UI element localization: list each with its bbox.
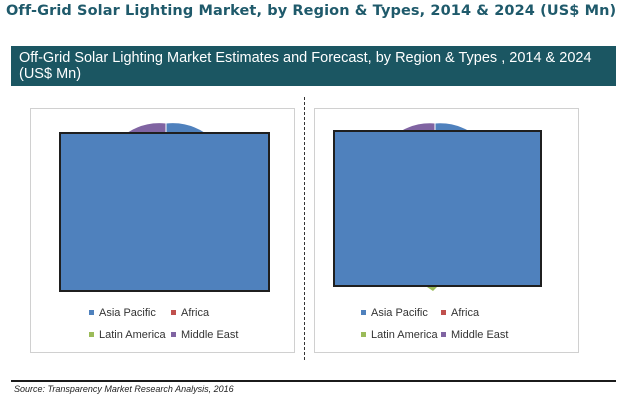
legend-swatch (361, 331, 366, 337)
legend-swatch (89, 309, 94, 315)
legend-swatch (361, 309, 366, 315)
panel-divider (304, 97, 305, 360)
legend-item-africa: Africa (441, 307, 479, 319)
legend-label: Latin America (99, 329, 166, 341)
pie-chart-2024 (333, 122, 542, 291)
legend-label: Asia Pacific (371, 307, 428, 319)
chart-banner: Off-Grid Solar Lighting Market Estimates… (11, 46, 616, 86)
legend-item-latin-america: Latin America (89, 329, 166, 341)
legend-swatch (441, 309, 446, 315)
source-note: Source: Transparency Market Research Ana… (14, 384, 234, 394)
pie-slice-latin-america (427, 287, 437, 291)
legend-label: Africa (181, 307, 210, 319)
chart-overlay-rect (59, 132, 270, 292)
legend-swatch (171, 309, 176, 315)
chart-panel-2014: Asia Pacific Africa Latin America Middle… (30, 108, 295, 353)
legend-swatch (441, 331, 446, 337)
page-title: Off-Grid Solar Lighting Market, by Regio… (6, 3, 617, 19)
legend-swatch (89, 331, 94, 337)
legend-item-africa: Africa (171, 307, 209, 319)
chart-overlay-rect (333, 130, 542, 287)
chart-panel-2024: Asia Pacific Africa Latin America Middle… (314, 108, 579, 353)
legend-item-latin-america: Latin America (361, 329, 438, 341)
legend-item-middle-east: Middle East (171, 329, 238, 341)
legend-label: Middle East (451, 329, 509, 341)
legend-label: Africa (451, 307, 480, 319)
legend-label: Latin America (371, 329, 438, 341)
pie-chart-2014 (59, 122, 270, 292)
footer-rule (11, 380, 616, 382)
legend-label: Middle East (181, 329, 239, 341)
legend-item-middle-east: Middle East (441, 329, 508, 341)
legend-item-asia-pacific: Asia Pacific (361, 307, 428, 319)
legend-item-asia-pacific: Asia Pacific (89, 307, 156, 319)
legend-swatch (171, 331, 176, 337)
legend-label: Asia Pacific (99, 307, 156, 319)
